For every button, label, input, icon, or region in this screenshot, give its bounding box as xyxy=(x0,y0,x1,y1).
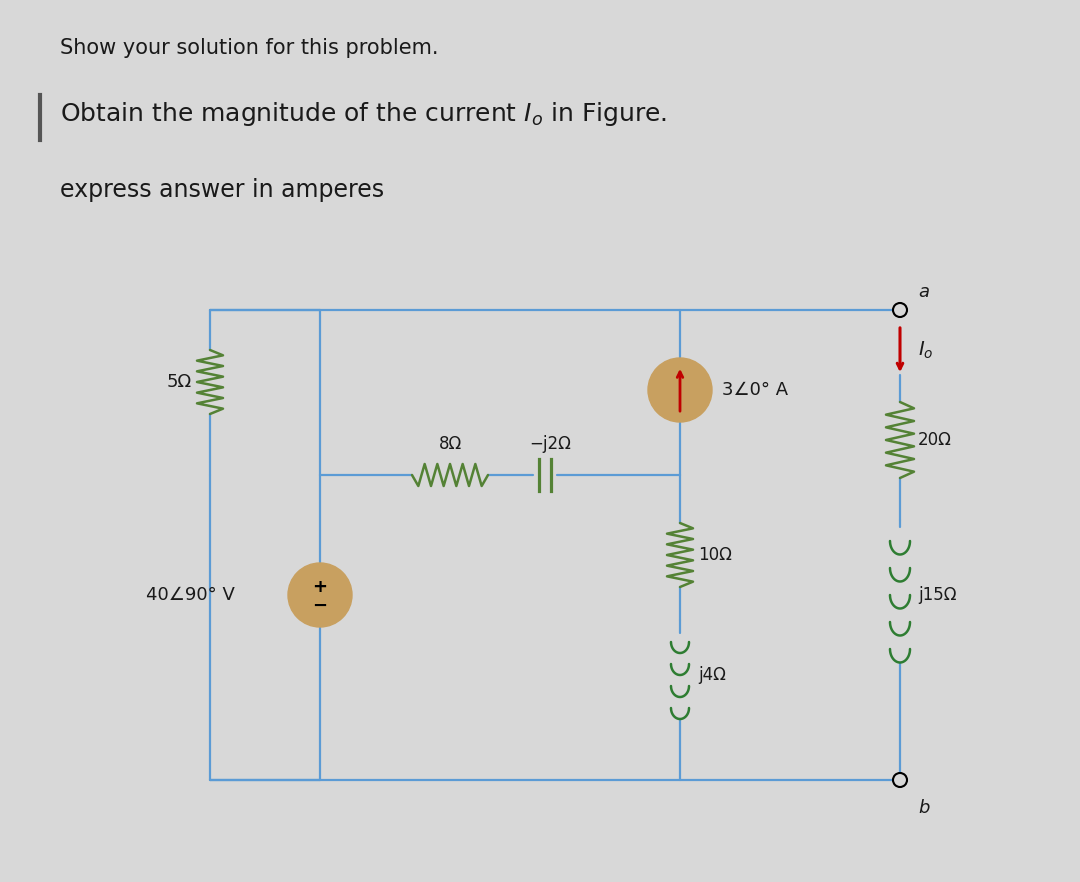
Text: 3∠0° A: 3∠0° A xyxy=(723,381,788,399)
Circle shape xyxy=(893,773,907,787)
Text: j15Ω: j15Ω xyxy=(918,586,957,604)
Text: $I_o$: $I_o$ xyxy=(918,340,933,361)
Text: 40∠90° V: 40∠90° V xyxy=(146,586,235,604)
Text: 8Ω: 8Ω xyxy=(438,435,461,453)
Text: 20Ω: 20Ω xyxy=(918,431,951,449)
Text: b: b xyxy=(918,799,930,817)
Circle shape xyxy=(648,358,712,422)
Text: +: + xyxy=(312,578,327,596)
Text: −j2Ω: −j2Ω xyxy=(529,435,571,453)
Text: a: a xyxy=(918,283,929,301)
Text: Obtain the magnitude of the current $I_o$ in Figure.: Obtain the magnitude of the current $I_o… xyxy=(60,100,667,128)
Text: 10Ω: 10Ω xyxy=(698,546,732,564)
Circle shape xyxy=(893,303,907,317)
Text: j4Ω: j4Ω xyxy=(698,666,726,684)
Circle shape xyxy=(288,563,352,627)
Text: −: − xyxy=(312,597,327,615)
Text: express answer in amperes: express answer in amperes xyxy=(60,178,384,202)
Text: 5Ω: 5Ω xyxy=(167,373,192,391)
Text: Show your solution for this problem.: Show your solution for this problem. xyxy=(60,38,438,58)
